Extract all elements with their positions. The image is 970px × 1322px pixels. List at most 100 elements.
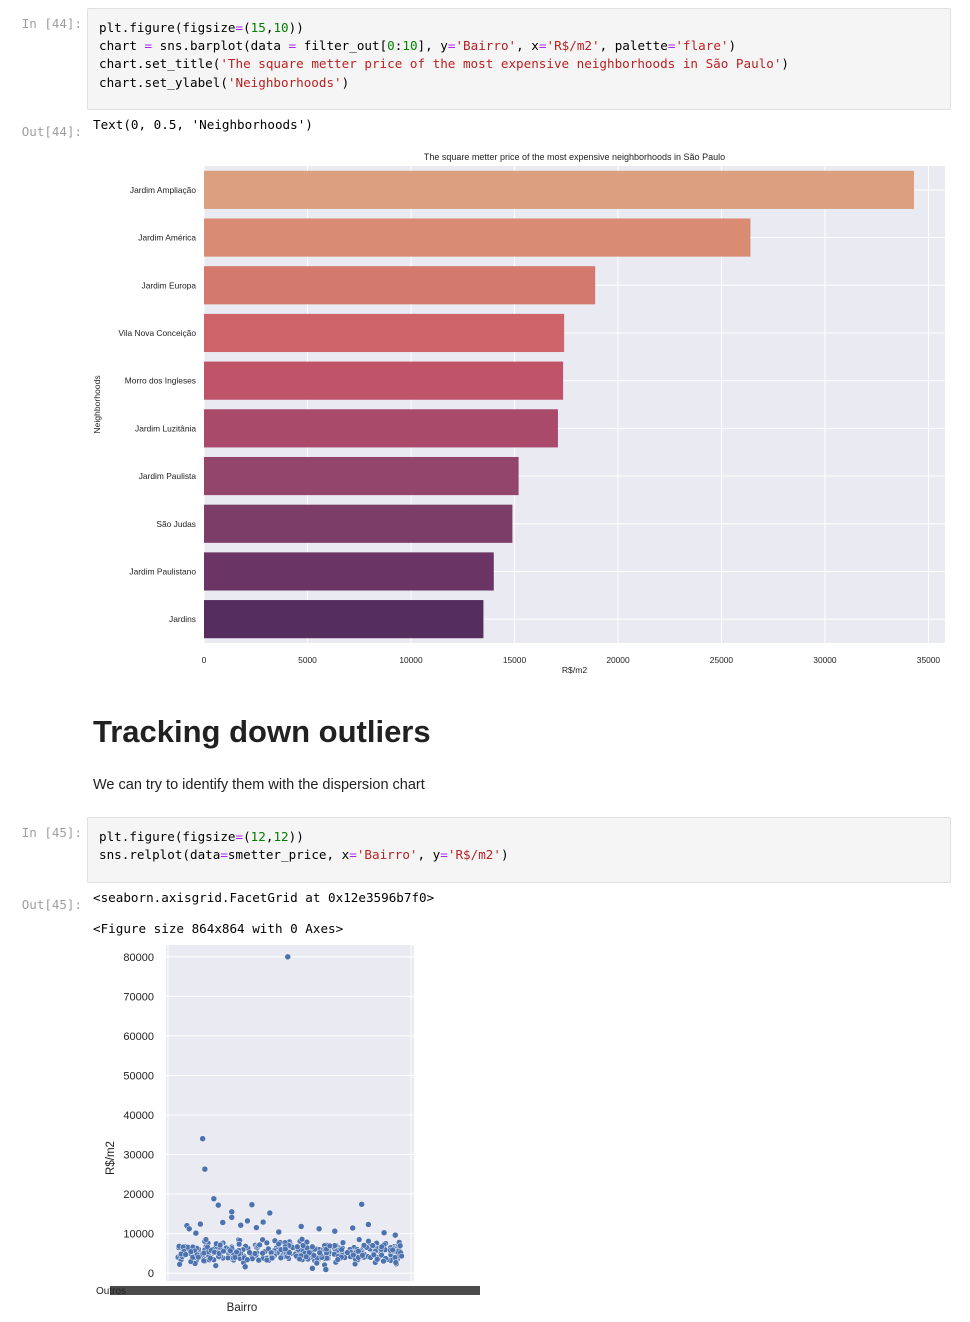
code-line: plt.figure(figsize=(12,12)) — [99, 828, 939, 846]
scatter-point — [256, 1241, 263, 1249]
scatter-point — [227, 1247, 234, 1254]
scatter-point — [197, 1220, 204, 1228]
scatter-point — [322, 1266, 330, 1273]
scatter-point — [298, 1236, 306, 1243]
code-token: ) — [500, 847, 509, 863]
scatter-point — [350, 1251, 357, 1259]
x-tick-label: 0 — [202, 655, 207, 665]
scatter-point — [284, 953, 292, 961]
code-token: = — [144, 38, 153, 54]
scatter-point — [187, 1248, 194, 1255]
code-token: sns.relplot(data — [99, 847, 221, 863]
code-token: chart.set_title( — [99, 56, 221, 72]
scatter-point — [296, 1255, 303, 1263]
scatter-point — [237, 1222, 244, 1229]
scatter-point — [244, 1217, 251, 1225]
bar — [204, 504, 513, 543]
scatter-point — [266, 1209, 274, 1217]
scatter-point — [286, 1249, 293, 1256]
code-token: ) — [341, 74, 350, 90]
output-text2-45: <Figure size 864x864 with 0 Axes> — [93, 921, 344, 936]
scatter-point — [244, 1256, 251, 1263]
scatter-point — [297, 1223, 305, 1230]
bar — [204, 218, 751, 257]
scatter-point — [344, 1249, 351, 1256]
scatter-point — [316, 1249, 323, 1256]
scatter-point — [195, 1254, 202, 1261]
scatter-point — [358, 1201, 365, 1208]
code-token: filter_out[ — [296, 38, 388, 54]
scatter-point — [380, 1229, 388, 1237]
y-tick-label: Vila Nova Conceição — [118, 328, 196, 338]
y-tick-label: Morro dos Ingleses — [125, 376, 196, 386]
y-tick-label: São Judas — [156, 519, 196, 529]
code-token: chart.set_ylabel( — [99, 74, 228, 90]
code-token: = — [235, 829, 244, 844]
scatter-point — [323, 1255, 331, 1262]
code-token: 'Neighborhoods' — [227, 74, 342, 90]
scatter-point — [370, 1251, 378, 1259]
scatter-point — [259, 1250, 266, 1257]
scatter-point — [303, 1253, 310, 1260]
code-cell-45[interactable]: plt.figure(figsize=(12,12)) sns.relplot(d… — [87, 817, 951, 883]
bar — [204, 600, 484, 639]
bar-chart: 0 5000 10000 15000 20000 25000 30000 35000 Jardi… — [92, 152, 945, 675]
y-tick-label: 0 — [148, 1268, 154, 1280]
scatter-point — [315, 1225, 323, 1233]
code-token: chart — [99, 38, 145, 54]
y-tick-label: 40000 — [123, 1110, 154, 1122]
x-tick-label: 30000 — [813, 655, 837, 665]
code-token: 12 — [250, 829, 266, 844]
bar — [204, 266, 596, 305]
scatter-point — [236, 1241, 243, 1248]
scatter-point — [263, 1239, 270, 1247]
scatter-point — [365, 1238, 372, 1245]
code-token: 12 — [273, 829, 289, 844]
code-token: )) — [288, 20, 304, 35]
scatter-point — [392, 1231, 399, 1239]
scatter-point — [334, 1256, 341, 1263]
code-token: ) — [781, 56, 789, 72]
bar — [204, 409, 558, 448]
y-tick-label: 80000 — [123, 952, 154, 964]
code-token: )) — [288, 829, 304, 844]
y-tick-label: 20000 — [123, 1189, 154, 1201]
input-prompt-44: In [44]: — [21, 16, 82, 31]
code-token: ( — [243, 829, 251, 844]
code-cell-44[interactable]: plt.figure(figsize=(15,10)) chart = sns.b… — [87, 8, 951, 110]
scatter-point — [207, 1255, 214, 1262]
scatter-point — [313, 1259, 320, 1267]
x-tick-label: 10000 — [399, 655, 423, 665]
output-text-44: Text(0, 0.5, 'Neighborhoods') — [93, 117, 313, 132]
scatter-point — [398, 1252, 405, 1260]
x-tick-label: 25000 — [710, 655, 734, 665]
scatter-point — [246, 1249, 253, 1256]
scatter-point — [219, 1219, 227, 1226]
scatter-point — [397, 1242, 404, 1249]
code-token: : — [394, 38, 403, 54]
y-tick-label: Jardim Luzitânia — [135, 423, 196, 433]
scatter-point — [200, 1249, 208, 1257]
plot-area — [166, 945, 414, 1281]
scatter-point — [378, 1243, 385, 1250]
x-tick-label: 35000 — [917, 655, 941, 665]
scatter-point — [294, 1243, 301, 1250]
code-token: = — [288, 38, 297, 54]
code-line: chart.set_ylabel('Neighborhoods') — [99, 74, 939, 92]
scatter-point — [392, 1259, 399, 1266]
output-text-45: <seaborn.axisgrid.FacetGrid at 0x12e3596… — [93, 890, 435, 905]
scatter-chart: 0 10000 20000 30000 40000 50000 60000 70000 8000… — [96, 945, 480, 1314]
code-token: 0 — [387, 38, 395, 54]
scatter-point — [299, 1242, 307, 1249]
y-tick-label: 60000 — [123, 1031, 154, 1043]
scatter-point — [380, 1257, 387, 1265]
bar — [204, 361, 564, 400]
bar — [204, 170, 914, 209]
scatter-point — [331, 1227, 339, 1235]
code-token: plt.figure(figsize — [99, 20, 236, 35]
code-token: , — [265, 829, 274, 844]
code-token: = — [447, 38, 456, 54]
bar — [204, 313, 565, 353]
y-tick-label: Jardim Ampliação — [130, 185, 196, 195]
y-tick-label: Jardim Paulista — [139, 471, 197, 481]
